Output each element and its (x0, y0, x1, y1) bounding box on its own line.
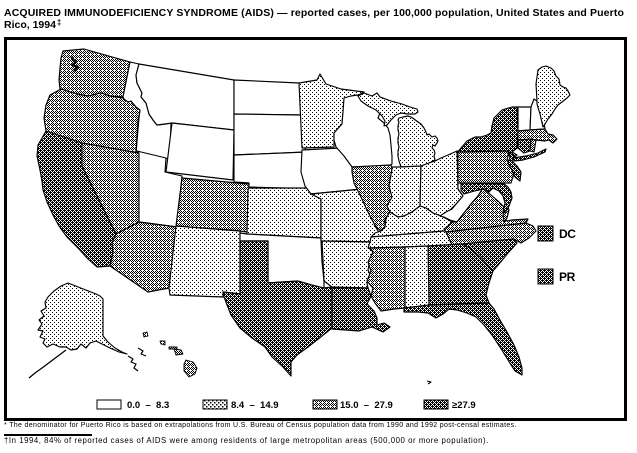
svg-text:0.0 – 8.3: 0.0 – 8.3 (127, 400, 169, 411)
svg-text:PR: PR (559, 270, 576, 284)
svg-text:≥27.9: ≥27.9 (452, 400, 476, 411)
svg-text:Rico, 1994 ‡: Rico, 1994 ‡ (4, 18, 61, 31)
svg-text:15.0 – 27.9: 15.0 – 27.9 (340, 400, 393, 411)
svg-text:DC: DC (559, 227, 576, 241)
svg-text:* The denominator for Puerto R: * The denominator for Puerto Rico is bas… (4, 422, 517, 429)
svg-text:8.4 – 14.9: 8.4 – 14.9 (231, 400, 279, 411)
svg-text:ACQUIRED IMMUNODEFICIENCY SYND: ACQUIRED IMMUNODEFICIENCY SYNDROME (AIDS… (4, 7, 624, 19)
svg-text:†In 1994, 84% of reported case: †In 1994, 84% of reported cases of AIDS … (4, 436, 489, 445)
